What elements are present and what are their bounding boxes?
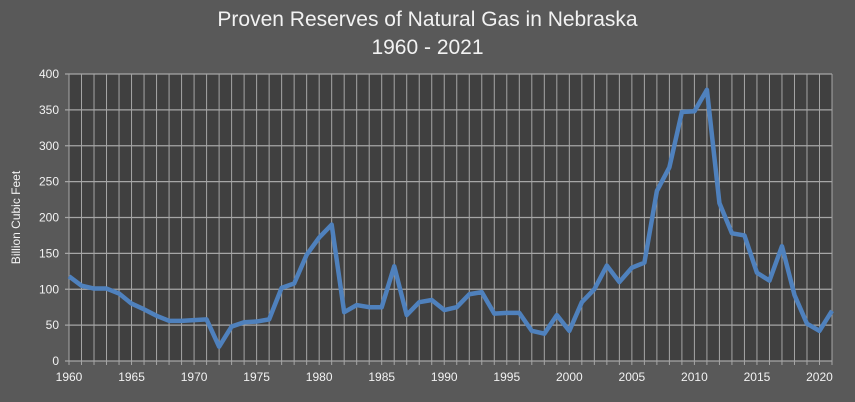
- x-tick-label: 1965: [118, 370, 145, 384]
- chart-subtitle: 1960 - 2021: [371, 36, 484, 59]
- series-line: [67, 87, 834, 349]
- x-tick-label: 1995: [493, 370, 520, 384]
- y-tick-label: 150: [39, 246, 59, 260]
- x-tick-label: 1980: [306, 370, 333, 384]
- y-axis-label: Billion Cubic Feet: [9, 170, 23, 264]
- x-tick-label: 2000: [556, 370, 583, 384]
- x-tick-label: 1985: [368, 370, 395, 384]
- y-tick-label: 400: [39, 67, 59, 81]
- x-tick-label: 2005: [619, 370, 646, 384]
- x-tick-label: 2020: [806, 370, 833, 384]
- y-tick-label: 200: [39, 211, 59, 225]
- x-tick-label: 2015: [744, 370, 771, 384]
- y-tick-label: 350: [39, 103, 59, 117]
- y-tick-label: 100: [39, 282, 59, 296]
- x-tick-label: 2010: [681, 370, 708, 384]
- x-tick-label: 1970: [181, 370, 208, 384]
- chart-title: Proven Reserves of Natural Gas in Nebras…: [217, 8, 638, 31]
- y-tick-label: 50: [46, 318, 60, 332]
- x-tick-label: 1960: [56, 370, 83, 384]
- y-tick-label: 250: [39, 175, 59, 189]
- x-tick-label: 1990: [431, 370, 458, 384]
- y-tick-label: 0: [52, 354, 59, 368]
- y-tick-label: 300: [39, 139, 59, 153]
- x-tick-label: 1975: [243, 370, 270, 384]
